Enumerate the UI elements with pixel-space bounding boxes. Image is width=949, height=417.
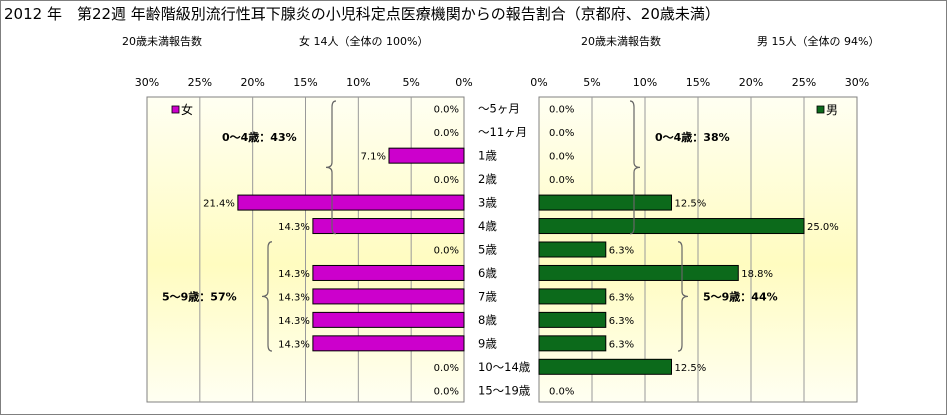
age-category-label: 9歳 [478,336,497,350]
female-tick-label: 5% [402,76,419,89]
male-tick-label: 25% [792,76,816,89]
female-tick-label: 15% [293,76,317,89]
male-value-label: 0.0% [549,152,574,163]
male-legend-label: 男 [826,103,838,117]
female-value-label: 0.0% [434,105,459,116]
age-category-label: 15～19歳 [478,383,531,397]
female-legend-swatch [171,105,180,114]
male-value-label: 6.3% [609,316,634,327]
male-report-label: 20歳未満報告数 [581,35,661,48]
female-value-label: 14.3% [278,339,310,350]
female-group-brace [325,100,337,235]
female-tick-label: 30% [135,76,159,89]
age-category-label: 7歳 [478,289,497,303]
age-category-label: 1歳 [478,149,497,163]
male-bar [538,311,607,328]
female-value-label: 0.0% [434,363,459,374]
age-category-label: 2歳 [478,172,497,186]
female-report-count: 女 14人（全体の 100%） [299,35,429,48]
female-value-label: 14.3% [278,292,310,303]
chart-title: 2012 年 第22週 年齢階級別流行性耳下腺炎の小児科定点医療機関からの報告割… [4,5,720,23]
male-value-label: 25.0% [807,222,839,233]
age-category-label: 8歳 [478,313,497,327]
age-category-label: 5歳 [478,243,497,257]
female-value-label: 14.3% [278,222,310,233]
male-value-label: 0.0% [549,386,574,397]
male-bar [538,194,672,211]
female-legend-label: 女 [181,102,193,117]
male-tick-label: 0% [530,76,547,89]
age-category-label: 3歳 [478,196,497,210]
male-value-label: 6.3% [609,292,634,303]
age-category-label: 10～14歳 [478,360,531,374]
female-bar [312,218,465,235]
male-group-label: 5～9歳：44% [703,289,778,303]
male-value-label: 0.0% [549,105,574,116]
male-tick-label: 20% [739,76,763,89]
female-group-label: 0～4歳：43% [222,130,297,144]
female-value-label: 7.1% [361,152,386,163]
male-bar [538,264,739,281]
male-group-brace [677,241,689,352]
female-value-label: 14.3% [278,316,310,327]
male-value-label: 12.5% [675,363,707,374]
female-tick-label: 25% [188,76,212,89]
male-value-label: 0.0% [549,128,574,139]
male-value-label: 6.3% [609,246,634,257]
female-tick-label: 10% [346,76,370,89]
age-category-label: ～11ヶ月 [478,125,527,139]
age-category-label: ～5ヶ月 [478,102,520,116]
male-tick-label: 15% [686,76,710,89]
male-bar [538,218,805,235]
female-group-label: 5～9歳：57% [162,289,237,303]
female-group-brace [261,241,273,352]
female-value-label: 0.0% [434,386,459,397]
female-bar [237,194,465,211]
male-tick-label: 5% [583,76,600,89]
female-value-label: 21.4% [203,199,235,210]
age-category-label: 6歳 [478,266,497,280]
male-tick-label: 30% [845,76,869,89]
female-value-label: 0.0% [434,175,459,186]
female-report-label: 20歳未満報告数 [122,35,202,48]
male-bar [538,288,607,305]
female-tick-label: 20% [240,76,264,89]
male-bar [538,241,607,258]
male-value-label: 0.0% [549,175,574,186]
female-bar [312,264,465,281]
female-bar [312,288,465,305]
male-value-label: 18.8% [741,269,773,280]
female-bar [312,311,465,328]
female-tick-label: 0% [455,76,472,89]
male-group-brace [629,100,641,235]
female-value-label: 0.0% [434,128,459,139]
male-report-count: 男 15人（全体の 94%） [757,35,880,48]
female-value-label: 0.0% [434,246,459,257]
female-bar [388,147,465,164]
male-value-label: 6.3% [609,339,634,350]
female-value-label: 14.3% [278,269,310,280]
male-legend-swatch [816,105,825,114]
male-tick-label: 10% [633,76,657,89]
male-group-label: 0～4歳：38% [655,130,730,144]
age-category-label: 4歳 [478,219,497,233]
male-bar [538,358,672,375]
male-bar [538,335,607,352]
male-value-label: 12.5% [675,199,707,210]
female-bar [312,335,465,352]
